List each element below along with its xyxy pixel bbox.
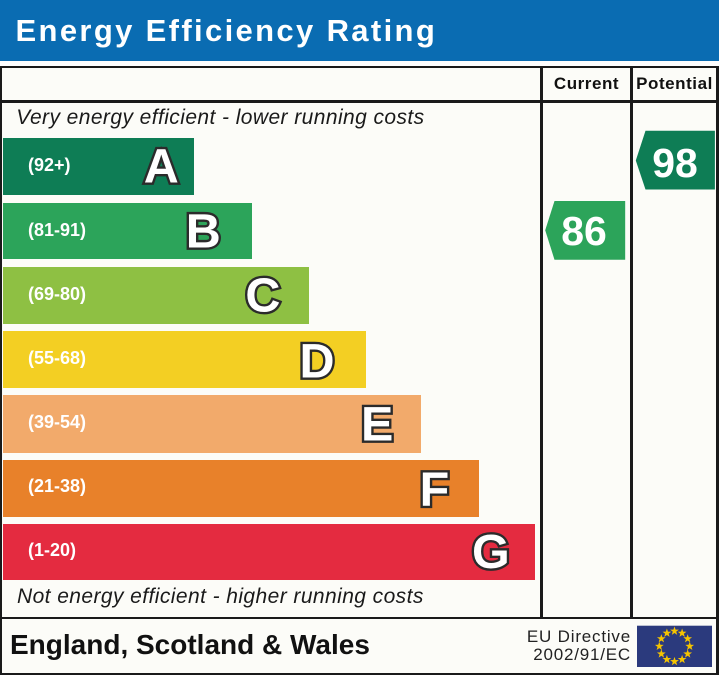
svg-text:F: F <box>420 463 450 517</box>
svg-text:86: 86 <box>561 208 607 254</box>
svg-text:E: E <box>361 398 393 452</box>
svg-text:G: G <box>472 525 510 579</box>
svg-text:C: C <box>245 269 280 323</box>
svg-text:B: B <box>186 205 221 259</box>
svg-text:D: D <box>300 335 335 389</box>
svg-text:98: 98 <box>652 140 698 186</box>
svg-text:A: A <box>144 140 179 194</box>
